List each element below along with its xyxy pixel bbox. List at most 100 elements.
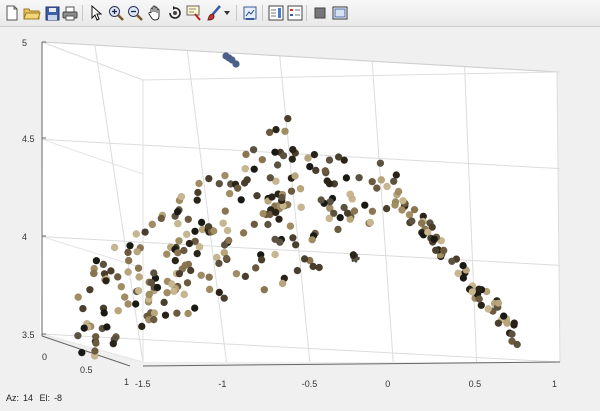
data-point xyxy=(181,261,190,269)
scatter-plot-3d[interactable]: 3.5 4 4.5 5 -1.5 -1 -0.5 0 0.5 1 0 0.5 1 xyxy=(0,27,600,411)
data-point xyxy=(264,220,272,229)
data-point xyxy=(79,304,87,313)
data-point xyxy=(184,215,193,224)
data-point xyxy=(131,300,140,308)
save-icon[interactable] xyxy=(42,3,62,23)
data-point xyxy=(225,189,234,198)
data-point xyxy=(250,220,259,229)
x-gridline xyxy=(186,51,227,363)
figure-canvas[interactable]: 3.5 4 4.5 5 -1.5 -1 -0.5 0 0.5 1 0 0.5 1 xyxy=(0,27,600,411)
data-point xyxy=(475,295,484,303)
data-point xyxy=(382,204,391,213)
data-point xyxy=(173,207,182,216)
data-point xyxy=(145,290,153,299)
data-point xyxy=(173,309,181,318)
data-point xyxy=(394,187,403,196)
data-point xyxy=(124,256,133,265)
data-point xyxy=(286,222,295,230)
data-point xyxy=(430,235,439,243)
data-point xyxy=(92,256,101,265)
z-gridline xyxy=(41,333,561,363)
rotate-3d-icon[interactable] xyxy=(165,3,185,23)
data-point xyxy=(508,337,516,346)
elevation-value: -8 xyxy=(54,393,63,403)
data-point xyxy=(78,348,86,357)
open-file-icon[interactable] xyxy=(22,3,42,23)
data-point xyxy=(241,164,250,173)
data-point xyxy=(389,177,398,186)
data-point xyxy=(117,282,126,291)
y-axis-line xyxy=(41,335,131,367)
data-point xyxy=(340,203,348,212)
data-point xyxy=(431,246,440,255)
data-point xyxy=(224,236,233,245)
data-point xyxy=(250,165,258,173)
data-point xyxy=(300,255,309,263)
data-point xyxy=(100,309,108,317)
data-point xyxy=(315,263,324,272)
show-plot-tools-icon[interactable] xyxy=(330,3,350,23)
data-point xyxy=(268,193,276,201)
data-point xyxy=(417,219,426,227)
data-point xyxy=(281,127,289,136)
data-point xyxy=(163,288,171,297)
busy-spinner-icon xyxy=(350,253,360,263)
figure-toolbar xyxy=(0,0,600,27)
data-point xyxy=(197,271,205,280)
y-tick-label: 0 xyxy=(42,352,47,362)
data-point xyxy=(513,340,522,349)
z-gridline-side xyxy=(41,138,144,175)
y-tick-label: 1 xyxy=(124,377,129,387)
data-point xyxy=(205,273,213,281)
data-point xyxy=(99,260,108,269)
link-plot-icon[interactable] xyxy=(240,3,260,23)
x-tick-label: 1 xyxy=(552,379,557,389)
print-icon[interactable] xyxy=(60,3,80,23)
data-point xyxy=(265,128,274,137)
hide-plot-tools-icon[interactable] xyxy=(310,3,330,23)
insert-colorbar-icon[interactable] xyxy=(266,3,286,23)
data-point xyxy=(334,153,343,161)
data-point xyxy=(279,151,288,160)
data-point xyxy=(239,229,248,237)
y-tick-label: 0.5 xyxy=(80,365,93,375)
data-point xyxy=(133,247,141,256)
data-point xyxy=(296,184,305,193)
insert-legend-icon[interactable] xyxy=(285,3,305,23)
x-axis-line xyxy=(142,361,561,367)
data-point xyxy=(221,207,230,215)
data-point xyxy=(137,322,146,331)
x-tick-label: -1 xyxy=(218,379,226,389)
brush-icon[interactable] xyxy=(204,3,224,23)
data-point xyxy=(161,311,170,320)
pointer-icon[interactable] xyxy=(86,3,106,23)
data-point xyxy=(182,230,191,239)
data-point xyxy=(459,261,467,270)
data-point xyxy=(74,293,82,301)
data-point xyxy=(195,243,204,251)
data-point xyxy=(135,273,143,281)
data-point xyxy=(310,150,319,159)
zoom-in-icon[interactable] xyxy=(106,3,126,23)
data-point xyxy=(366,218,375,227)
data-point xyxy=(325,214,334,223)
data-cursor-icon[interactable] xyxy=(184,3,204,23)
data-point xyxy=(219,219,227,227)
brush-dropdown-icon[interactable] xyxy=(222,3,232,23)
pan-icon[interactable] xyxy=(145,3,165,23)
data-point xyxy=(114,306,122,315)
data-point xyxy=(494,319,503,328)
data-point xyxy=(150,309,159,317)
data-point xyxy=(220,294,228,303)
zoom-out-icon[interactable] xyxy=(125,3,145,23)
new-figure-icon[interactable] xyxy=(2,3,22,23)
data-point xyxy=(289,233,297,242)
data-point xyxy=(342,174,351,182)
data-point xyxy=(272,125,280,134)
outlier-point xyxy=(225,54,233,62)
data-point xyxy=(233,184,242,192)
data-point xyxy=(194,188,202,197)
data-point xyxy=(428,223,437,231)
x-tick-label: -0.5 xyxy=(302,379,318,389)
data-point xyxy=(510,319,519,327)
